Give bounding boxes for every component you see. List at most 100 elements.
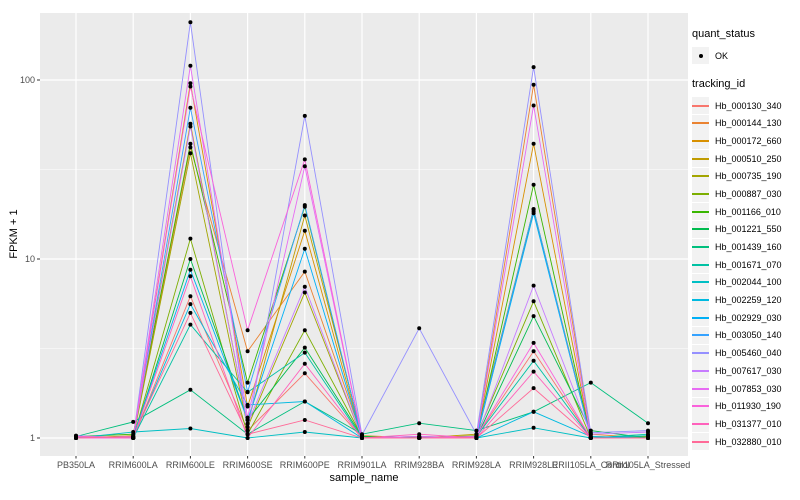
data-point (302, 203, 307, 208)
legend-item-label: Hb_001166_010 (715, 206, 781, 217)
legend-key-swatch (692, 114, 709, 132)
x-tick-label: RRIM928LA (452, 460, 501, 470)
legend-key-swatch (692, 362, 709, 380)
data-point (245, 349, 250, 354)
data-point (302, 228, 307, 233)
legend-key-swatch (692, 397, 709, 415)
legend-item-label: Hb_002259_120 (715, 295, 782, 306)
data-point (302, 284, 307, 289)
legend-line-icon (692, 263, 709, 266)
legend-item-label: Hb_000735_190 (715, 171, 782, 182)
legend-item-label: Hb_007853_030 (715, 383, 782, 394)
data-point (188, 294, 193, 299)
data-point (131, 419, 136, 424)
legend-line-icon (692, 299, 709, 302)
legend-item: Hb_007617_030 (692, 362, 798, 380)
legend-key-swatch (692, 220, 709, 238)
data-point (474, 436, 479, 440)
legend: quant_status OK tracking_id Hb_000130_34… (692, 28, 798, 451)
data-point (188, 267, 193, 272)
data-point (531, 299, 536, 304)
legend-line-icon (692, 122, 709, 125)
legend-item: Hb_005460_040 (692, 344, 798, 362)
legend-item-label: Hb_002044_100 (715, 277, 782, 288)
data-point (302, 345, 307, 350)
legend-line-icon (692, 387, 709, 390)
legend-item: Hb_001166_010 (692, 203, 798, 221)
data-point (245, 402, 250, 407)
data-point (417, 432, 422, 437)
data-point (188, 426, 193, 431)
data-point (531, 314, 536, 319)
x-tick-label: RRIM928BA (394, 460, 444, 470)
data-point (531, 425, 536, 430)
legend-item: Hb_031377_010 (692, 415, 798, 433)
data-point (188, 84, 193, 89)
data-point (188, 322, 193, 327)
data-point (646, 421, 650, 426)
x-tick-label: RRIM901LA (337, 460, 386, 470)
legend-key-swatch (692, 273, 709, 291)
data-point (74, 436, 78, 440)
data-point (531, 103, 536, 108)
data-point (531, 340, 536, 345)
legend-item-list: Hb_000130_340 Hb_000144_130 Hb_000172_660 H… (692, 97, 798, 451)
data-point (302, 164, 307, 169)
legend-line-icon (692, 334, 709, 337)
data-point (646, 430, 650, 434)
legend-item-label: Hb_000172_660 (715, 135, 782, 146)
data-point (302, 361, 307, 366)
data-point (531, 65, 536, 70)
legend-item-label: Hb_000887_030 (715, 188, 782, 199)
legend-line-icon (692, 316, 709, 319)
legend-item-label: Hb_002929_030 (715, 312, 782, 323)
data-point (531, 211, 536, 216)
data-point (188, 63, 193, 68)
legend-item: Hb_000172_660 (692, 132, 798, 150)
data-point (588, 432, 593, 437)
data-point (131, 430, 136, 434)
legend-key-swatch (692, 185, 709, 203)
data-point (188, 387, 193, 392)
y-axis-title: FPKM + 1 (8, 209, 20, 259)
legend-item-label: OK (715, 50, 729, 61)
legend-key-swatch (692, 256, 709, 274)
legend-item: Hb_002259_120 (692, 291, 798, 309)
legend-line-icon (692, 422, 709, 425)
data-point (245, 328, 250, 333)
data-point (188, 274, 193, 279)
data-point (302, 157, 307, 162)
legend-item-label: Hb_011930_190 (715, 401, 781, 412)
legend-line-icon (692, 352, 709, 355)
legend-item: Hb_002044_100 (692, 273, 798, 292)
data-point (302, 399, 307, 404)
legend-item: Hb_001439_160 (692, 238, 798, 256)
data-point (188, 145, 193, 150)
data-point (188, 310, 193, 315)
legend-key-swatch (692, 380, 709, 398)
legend-item: Hb_007853_030 (692, 380, 798, 398)
data-point (474, 428, 479, 433)
data-point (302, 371, 307, 376)
data-point (188, 151, 193, 156)
x-tick-label: RRII105LA_Stressed (606, 460, 691, 470)
x-tick-label: RRIM928LE (509, 460, 558, 470)
legend-item: Hb_011930_190 (692, 397, 798, 415)
data-point (417, 421, 422, 426)
legend-item: Hb_000887_030 (692, 185, 798, 203)
data-point (245, 436, 250, 440)
data-point (360, 436, 364, 440)
data-point (245, 415, 250, 420)
data-point (188, 141, 193, 146)
legend-item: Hb_001221_550 (692, 220, 798, 239)
data-point (302, 350, 307, 355)
data-point (531, 283, 536, 288)
legend-item: Hb_000510_250 (692, 150, 798, 168)
data-point (531, 386, 536, 391)
legend-line-icon (692, 192, 709, 195)
legend-line-icon (692, 175, 709, 178)
legend-item-label: Hb_001671_070 (715, 259, 782, 270)
legend-title-quant-status: quant_status (692, 28, 755, 40)
legend-line-icon (692, 281, 709, 284)
legend-item: Hb_032880_010 (692, 433, 798, 451)
